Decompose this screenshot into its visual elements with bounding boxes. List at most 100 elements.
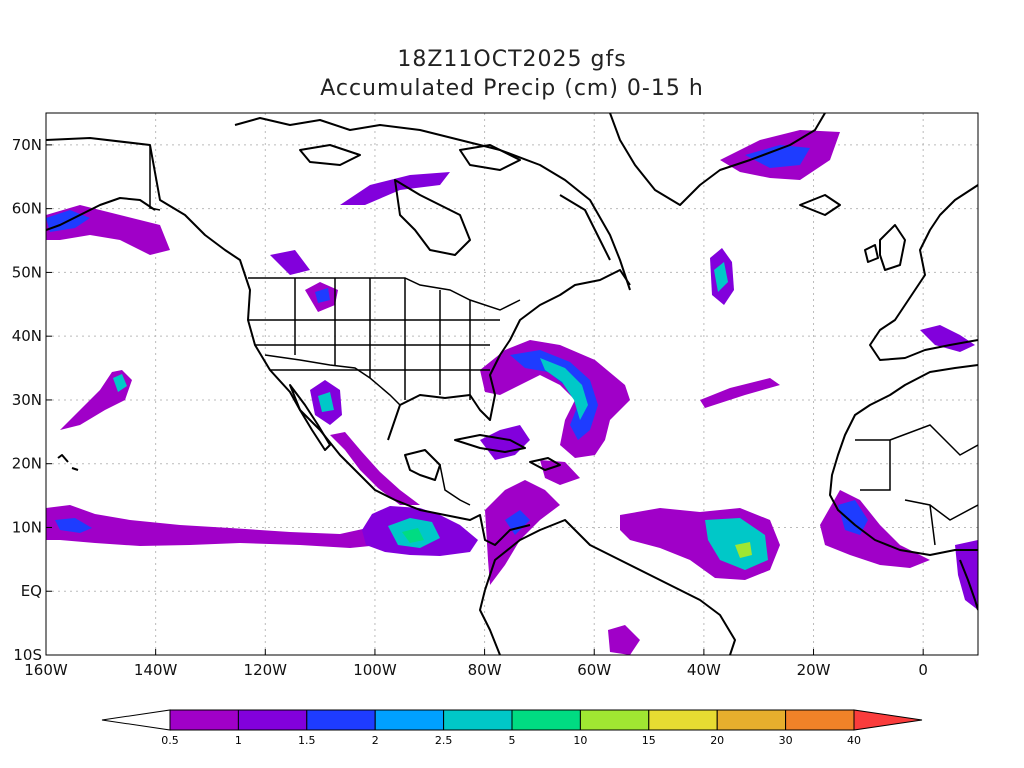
colorbar-label: 2 <box>372 734 379 747</box>
precip-hawaii-core <box>113 374 127 392</box>
precip-epac-core2 <box>402 528 424 543</box>
coastline-hawaii <box>57 454 79 471</box>
coastline-yucatan <box>404 449 441 481</box>
colorbar-label: 20 <box>710 734 724 747</box>
colorbar-box <box>169 709 239 731</box>
border-africa-1 <box>855 424 978 491</box>
coastline-europe-africa <box>869 184 978 361</box>
coastline-west-africa <box>829 364 978 556</box>
precip-greenland-core <box>745 145 810 168</box>
precip-atlantic-north-core <box>714 262 728 292</box>
lon-tick-label: 140W <box>134 661 178 679</box>
coastline-gulf-east <box>387 269 631 441</box>
precip-hudson <box>340 172 450 205</box>
lat-tick-label: 10N <box>12 518 42 536</box>
coastline-labrador <box>559 194 611 261</box>
lat-tick-label: 10S <box>13 646 42 664</box>
precip-atlantic-band <box>700 378 780 408</box>
lat-tick-labels: 10S EQ 10N 20N 30N 40N 50N 60N 70N <box>12 136 52 664</box>
lon-tick-label: 40W <box>687 661 721 679</box>
precip-hawaii <box>60 370 132 430</box>
lat-tick-label: 30N <box>12 391 42 409</box>
colorbar-box <box>716 709 787 731</box>
colorbar: 0.5 1 1.5 2 2.5 5 10 15 20 30 40 <box>101 709 923 747</box>
colorbar-label: 2.5 <box>435 734 453 747</box>
lon-tick-labels: 160W 140W 120W 100W 80W 60W 40W 20W 0 <box>24 649 928 679</box>
coastline-ireland <box>864 244 879 263</box>
colorbar-label: 5 <box>509 734 516 747</box>
border-us-mexico <box>264 354 401 406</box>
border-us-states-1 <box>294 278 471 400</box>
lat-tick-label: 40N <box>12 327 42 345</box>
precip-field <box>46 130 978 655</box>
lat-tick-label: 50N <box>12 263 42 281</box>
precip-amazon <box>608 625 640 655</box>
lat-tick-label: 60N <box>12 200 42 218</box>
coastline-greenland <box>609 113 826 206</box>
map-title-line1: 18Z11OCT2025 gfs <box>397 47 627 72</box>
precip-itcz-west <box>46 505 380 548</box>
precip-atlantic-storm-core2 <box>540 358 588 420</box>
coastline-hispaniola <box>529 457 561 471</box>
colorbar-label: 10 <box>573 734 587 747</box>
colorbar-low-triangle <box>101 709 171 731</box>
coastline-arctic-islands-1 <box>299 144 361 166</box>
colorbar-box <box>443 709 513 731</box>
colorbar-label: 30 <box>779 734 793 747</box>
lon-tick-label: 20W <box>797 661 831 679</box>
precip-caribbean <box>485 480 560 585</box>
colorbar-box <box>511 709 581 731</box>
colorbar-box <box>579 709 650 731</box>
precip-cuba <box>480 425 530 460</box>
coastline-iceland <box>799 194 841 216</box>
coastline-alaska-south <box>46 197 156 231</box>
lat-tick-label: EQ <box>21 582 42 600</box>
colorbar-box <box>237 709 308 731</box>
colorbar-label: 1 <box>235 734 242 747</box>
lon-tick-label: 100W <box>353 661 397 679</box>
plot-frame <box>45 112 979 656</box>
coastline-britain <box>879 224 906 271</box>
colorbar-box <box>374 709 445 731</box>
colorbar-label: 0.5 <box>161 734 179 747</box>
colorbar-box <box>648 709 718 731</box>
coastline-cuba <box>454 434 526 453</box>
coastline-africa-gulf <box>959 559 978 611</box>
border-alaska-canada <box>149 145 161 211</box>
political-borders <box>149 145 978 546</box>
border-mexico-central <box>439 464 471 506</box>
lon-tick-label: 0 <box>918 661 928 679</box>
precip-atl-itcz-core2 <box>735 542 752 558</box>
precip-west-africa-core <box>838 500 868 535</box>
precip-baja-core <box>318 392 334 412</box>
coastline-hudson-bay <box>394 179 471 256</box>
coastline-south-america <box>484 519 736 655</box>
border-us-states-2 <box>248 319 500 371</box>
colorbar-box <box>785 709 855 731</box>
coastline-south-america-west <box>479 589 501 655</box>
precip-mexico <box>330 432 420 505</box>
precip-atl-itcz-core <box>705 518 768 570</box>
coastline-arctic-islands-2 <box>459 144 521 171</box>
coastline-canada-arctic <box>234 117 631 291</box>
border-africa-2 <box>904 499 978 546</box>
colorbar-label: 1.5 <box>298 734 316 747</box>
lon-tick-label: 60W <box>577 661 611 679</box>
lon-tick-label: 120W <box>244 661 288 679</box>
colorbar-box <box>306 709 376 731</box>
coastlines <box>46 113 978 655</box>
precip-atlantic-storm-core <box>510 350 598 440</box>
colorbar-label: 40 <box>847 734 861 747</box>
precip-caribbean-islands <box>540 460 580 485</box>
precip-nw-canada <box>270 250 310 275</box>
map-title-line2: Accumulated Precip (cm) 0-15 h <box>320 76 704 101</box>
coastline-baja <box>289 384 331 451</box>
colorbar-label: 15 <box>642 734 656 747</box>
lat-tick-label: 20N <box>12 455 42 473</box>
lon-tick-label: 160W <box>24 661 68 679</box>
colorbar-high-triangle <box>853 709 923 731</box>
precip-itcz-west-core <box>55 518 92 533</box>
precip-rockies-core <box>315 288 330 303</box>
precip-atlantic-storm <box>480 340 630 458</box>
